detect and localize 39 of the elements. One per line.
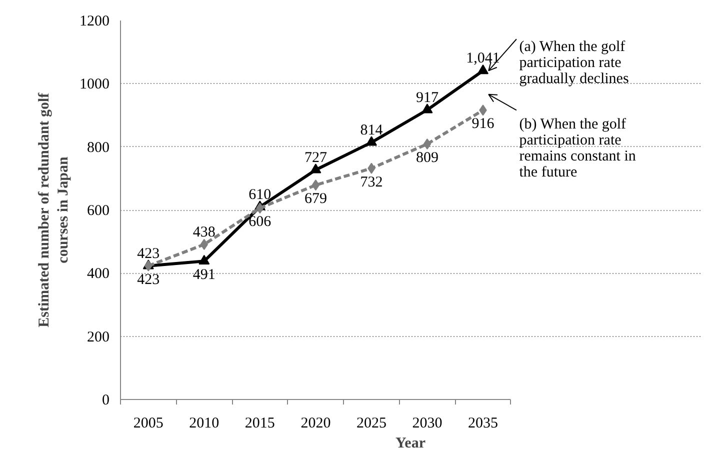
x-tick-label: 2005 <box>133 416 164 432</box>
data-label: 916 <box>472 116 495 132</box>
x-tick-label: 2015 <box>244 416 275 432</box>
y-tick-label: 800 <box>87 140 110 156</box>
y-tick-label: 1200 <box>80 14 110 30</box>
data-label: 423 <box>137 272 160 288</box>
y-tick-label: 0 <box>102 392 110 408</box>
point <box>478 64 488 74</box>
x-tick-label: 2020 <box>300 416 331 432</box>
x-tick-label: 2010 <box>189 416 220 432</box>
legend-label: (a) When the golf participation rate gradually declines <box>519 39 629 88</box>
data-label: 814 <box>360 122 384 138</box>
data-label: 679 <box>304 191 327 208</box>
point <box>310 164 322 174</box>
data-label: 809 <box>416 150 438 166</box>
text: (b) When the golf participation rate remains constant in the future <box>519 116 636 181</box>
data-label: 732 <box>360 174 383 190</box>
y-axis-title: Estimated number of redundant golf courses in Japan <box>36 92 72 328</box>
x-axis-title: Year <box>396 436 426 452</box>
data-label: 606 <box>248 214 272 230</box>
data-label: 917 <box>416 90 439 106</box>
data-label: 1,041 <box>466 50 500 67</box>
data-label: 423 <box>137 246 160 262</box>
y-tick-label: 1000 <box>80 76 110 93</box>
point <box>422 104 433 114</box>
data-label: 610 <box>248 186 272 203</box>
x-tick-label: 2025 <box>356 416 386 432</box>
data-label: 727 <box>304 150 328 166</box>
point <box>366 136 377 146</box>
y-tick-label: 600 <box>87 203 110 219</box>
point <box>312 180 320 191</box>
point <box>423 138 432 150</box>
y-tick-label: 400 <box>87 266 110 282</box>
y-tick-label: 200 <box>87 329 110 346</box>
data-label: 491 <box>192 267 216 284</box>
x-tick-label: 2035 <box>468 416 498 432</box>
x-tick-label: 2030 <box>412 416 442 432</box>
point <box>198 254 210 265</box>
data-label: 438 <box>192 224 216 240</box>
